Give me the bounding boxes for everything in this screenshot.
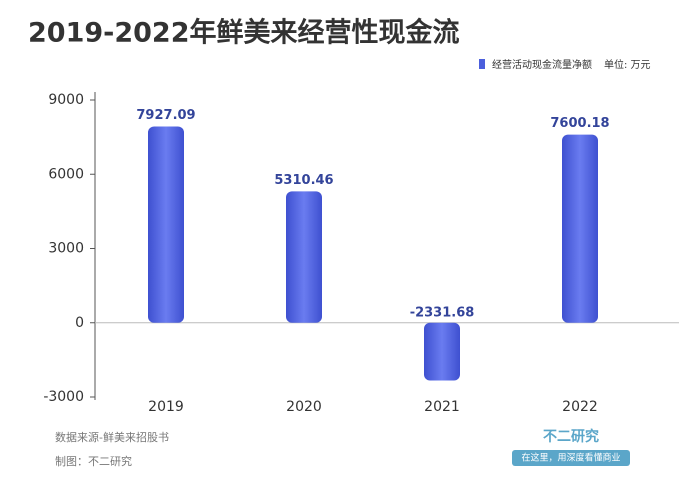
y-tick-label: 3000	[48, 241, 84, 257]
legend-swatch	[479, 59, 485, 69]
data-label: 7927.09	[136, 108, 195, 123]
x-tick-label: 2020	[286, 399, 322, 415]
credit: 制图：不二研究	[55, 454, 132, 468]
bar	[424, 322, 460, 381]
x-tick-label: 2019	[148, 399, 184, 415]
data-label: 5310.46	[274, 173, 333, 188]
source: 数据来源-鲜美来招股书	[55, 430, 169, 444]
chart-title: 2019-2022年鲜美来经营性现金流	[28, 17, 460, 49]
brand: 不二研究	[543, 428, 599, 445]
bar	[148, 126, 184, 323]
y-tick-label: -3000	[43, 389, 84, 405]
y-tick-label: 0	[75, 315, 84, 331]
data-label: 7600.18	[550, 116, 609, 131]
bar	[562, 134, 598, 323]
slogan: 在这里，用深度看懂商业	[521, 452, 620, 464]
y-tick-label: 9000	[48, 92, 84, 108]
data-label: -2331.68	[410, 305, 475, 320]
bar	[286, 191, 322, 323]
x-tick-label: 2021	[424, 399, 460, 415]
slogan-bg	[512, 450, 630, 466]
x-tick-label: 2022	[562, 399, 598, 415]
legend-label: 经营活动现金流量净额	[492, 58, 592, 71]
y-tick-label: 6000	[48, 166, 84, 182]
unit-label: 单位: 万元	[604, 58, 651, 71]
